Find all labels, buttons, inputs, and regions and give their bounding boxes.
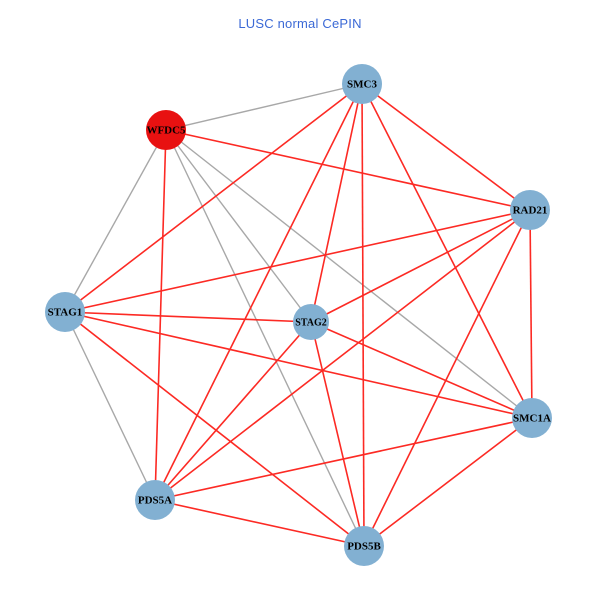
edge-rad21-pds5b — [363, 209, 531, 547]
node-stag1[interactable]: STAG1 — [45, 292, 85, 332]
node-label-stag2: STAG2 — [295, 317, 327, 328]
node-rad21[interactable]: RAD21 — [510, 190, 550, 230]
node-circle-pds5b[interactable] — [344, 526, 384, 566]
node-circle-wfdc5[interactable] — [146, 110, 186, 150]
edge-pds5a-stag1 — [64, 311, 156, 501]
edge-layer — [64, 83, 533, 547]
node-circle-rad21[interactable] — [510, 190, 550, 230]
edge-smc3-smc1a — [361, 83, 533, 419]
node-label-stag1: STAG1 — [48, 307, 83, 319]
node-label-pds5b: PDS5B — [347, 541, 381, 553]
node-smc1a[interactable]: SMC1A — [512, 398, 552, 438]
edge-wfdc5-smc1a — [165, 129, 533, 419]
node-pds5a[interactable]: PDS5A — [135, 480, 175, 520]
node-pds5b[interactable]: PDS5B — [344, 526, 384, 566]
edge-smc3-stag2 — [310, 83, 363, 323]
edge-rad21-smc1a — [529, 209, 533, 419]
page-title: LUSC normal CePIN — [238, 16, 362, 31]
node-circle-smc3[interactable] — [342, 64, 382, 104]
edge-smc3-pds5b — [361, 83, 365, 547]
edge-wfdc5-rad21 — [165, 129, 531, 211]
edge-pds5a-stag2 — [154, 321, 312, 501]
edge-wfdc5-stag2 — [165, 129, 312, 323]
edge-smc3-rad21 — [361, 83, 531, 211]
edge-rad21-stag2 — [310, 209, 531, 323]
edge-smc3-stag1 — [64, 83, 363, 313]
node-circle-stag1[interactable] — [45, 292, 85, 332]
node-label-wfdc5: WFDC5 — [146, 125, 186, 137]
edge-wfdc5-pds5b — [165, 129, 365, 547]
node-label-rad21: RAD21 — [513, 205, 548, 217]
node-wfdc5[interactable]: WFDC5 — [146, 110, 186, 150]
edge-wfdc5-stag1 — [64, 129, 167, 313]
node-smc3[interactable]: SMC3 — [342, 64, 382, 104]
node-layer: WFDC5 SMC3 RAD21 SMC1A PDS5B PDS5A STAG1 STAG2 — [45, 64, 552, 566]
edge-wfdc5-smc3 — [165, 83, 363, 131]
node-circle-stag2[interactable] — [293, 304, 329, 340]
edge-pds5b-stag1 — [64, 311, 365, 547]
node-circle-smc1a[interactable] — [512, 398, 552, 438]
edge-rad21-stag1 — [64, 209, 531, 313]
node-label-smc1a: SMC1A — [513, 413, 551, 425]
node-label-smc3: SMC3 — [347, 79, 377, 91]
edge-stag1-stag2 — [64, 311, 312, 323]
edge-wfdc5-pds5a — [154, 129, 167, 501]
edge-smc3-pds5a — [154, 83, 363, 501]
edge-smc1a-stag1 — [64, 311, 533, 419]
node-stag2[interactable]: STAG2 — [293, 304, 329, 340]
edge-rad21-pds5a — [154, 209, 531, 501]
node-circle-pds5a[interactable] — [135, 480, 175, 520]
node-label-pds5a: PDS5A — [138, 495, 172, 507]
edge-smc1a-stag2 — [310, 321, 533, 419]
edge-smc1a-pds5b — [363, 417, 533, 547]
edge-pds5b-pds5a — [154, 499, 365, 547]
edge-pds5b-stag2 — [310, 321, 365, 547]
